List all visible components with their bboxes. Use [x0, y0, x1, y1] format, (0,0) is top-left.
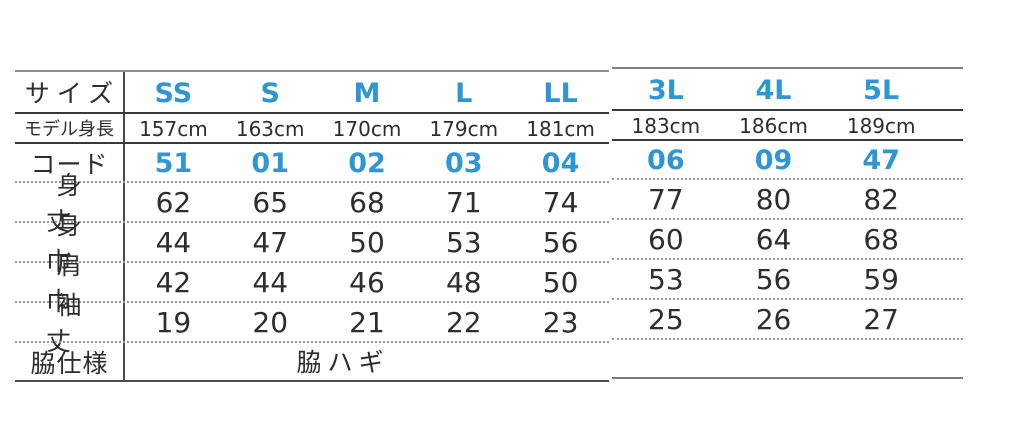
row-size: 3L 4L 5L [612, 69, 963, 109]
body-width-cell: 60 [648, 223, 684, 256]
sleeve-length-cell: 25 [648, 303, 684, 336]
shoulder-width-cell: 53 [648, 263, 684, 296]
row-shoulder-width: 53 56 59 [612, 258, 963, 298]
side-spec-cell: 脇ハギ [296, 348, 390, 377]
sleeve-length-cell: 22 [445, 306, 482, 339]
sleeve-length-cell: 27 [863, 303, 899, 336]
shoulder-width-cell: 44 [252, 266, 289, 299]
sleeve-length-cell: 20 [252, 306, 289, 339]
code-cell: 09 [754, 145, 793, 176]
shoulder-width-cell: 59 [863, 263, 899, 296]
body-length-cell: 65 [252, 186, 289, 219]
body-length-cell: 82 [863, 183, 899, 216]
row-label-sleeve-length: 袖丈 [15, 291, 125, 356]
row-code: コード 51 01 02 03 04 [15, 142, 609, 181]
body-width-cell: 50 [349, 226, 385, 259]
shoulder-width-cell: 50 [542, 266, 579, 299]
code-cell: 04 [541, 148, 580, 179]
size-cell: LL [543, 77, 578, 109]
sleeve-length-cell: 23 [542, 306, 579, 339]
model-height-cell: 189cm [846, 114, 916, 138]
sleeve-length-cell: 21 [349, 306, 385, 339]
body-length-cell: 68 [349, 186, 385, 219]
body-width-cell: 64 [755, 223, 792, 256]
model-height-cell: 183cm [631, 114, 701, 138]
model-height-cell: 186cm [739, 114, 808, 138]
model-height-cell: 170cm [332, 117, 402, 141]
body-length-cell: 77 [648, 183, 684, 216]
side-spec-cell-empty [585, 358, 908, 360]
row-label-code: コード [15, 144, 125, 181]
row-side-spec [612, 338, 963, 377]
model-height-cell: 179cm [429, 117, 499, 141]
size-cell: S [260, 77, 280, 109]
code-cell: 03 [445, 148, 483, 179]
code-cell: 01 [251, 148, 289, 179]
row-side-spec: 脇仕様 脇ハギ [15, 341, 609, 380]
model-height-cell: 163cm [235, 117, 305, 141]
body-length-cell: 80 [755, 183, 792, 216]
row-sleeve-length: 袖丈 19 20 21 22 23 [15, 291, 609, 356]
body-width-cell: 68 [863, 223, 899, 256]
size-cell: M [353, 77, 381, 109]
code-cell: 51 [154, 148, 193, 179]
size-cell: 3L [647, 74, 684, 106]
row-model-height: 183cm 186cm 189cm [612, 109, 963, 139]
shoulder-width-cell: 56 [755, 263, 792, 296]
size-chart-left-section: サイズ SS S M L LL モデル身長 157cm 163cm 170cm … [15, 70, 609, 382]
body-length-cell: 71 [445, 186, 482, 219]
row-label-side-spec: 脇仕様 [15, 343, 125, 380]
size-cell: 4L [755, 74, 792, 106]
row-body-length: 77 80 82 [612, 178, 963, 218]
shoulder-width-cell: 48 [445, 266, 482, 299]
row-size: サイズ SS S M L LL [15, 72, 609, 112]
code-cell: 06 [647, 145, 685, 176]
size-cell: SS [154, 77, 193, 109]
size-chart-right-section: 3L 4L 5L 183cm 186cm 189cm 06 09 47 77 8… [612, 67, 963, 379]
body-width-cell: 56 [542, 226, 579, 259]
model-height-cell: 181cm [526, 117, 595, 141]
row-code: 06 09 47 [612, 139, 963, 178]
row-body-width: 60 64 68 [612, 218, 963, 258]
row-model-height: モデル身長 157cm 163cm 170cm 179cm 181cm [15, 112, 609, 142]
shoulder-width-cell: 46 [349, 266, 385, 299]
body-length-cell: 62 [155, 186, 192, 219]
code-cell: 47 [862, 145, 900, 176]
sleeve-length-cell: 26 [755, 303, 792, 336]
body-width-cell: 53 [445, 226, 482, 259]
body-length-cell: 74 [542, 186, 579, 219]
size-cell: L [455, 77, 473, 109]
sleeve-length-cell: 19 [155, 306, 192, 339]
code-cell: 02 [348, 148, 386, 179]
body-width-cell: 47 [252, 226, 289, 259]
shoulder-width-cell: 42 [155, 266, 192, 299]
row-label-size: サイズ [15, 72, 125, 112]
row-label-model-height: モデル身長 [15, 114, 125, 142]
row-sleeve-length: 25 26 27 [612, 298, 963, 338]
model-height-cell: 157cm [139, 117, 208, 141]
size-cell: 5L [863, 74, 900, 106]
body-width-cell: 44 [155, 226, 192, 259]
